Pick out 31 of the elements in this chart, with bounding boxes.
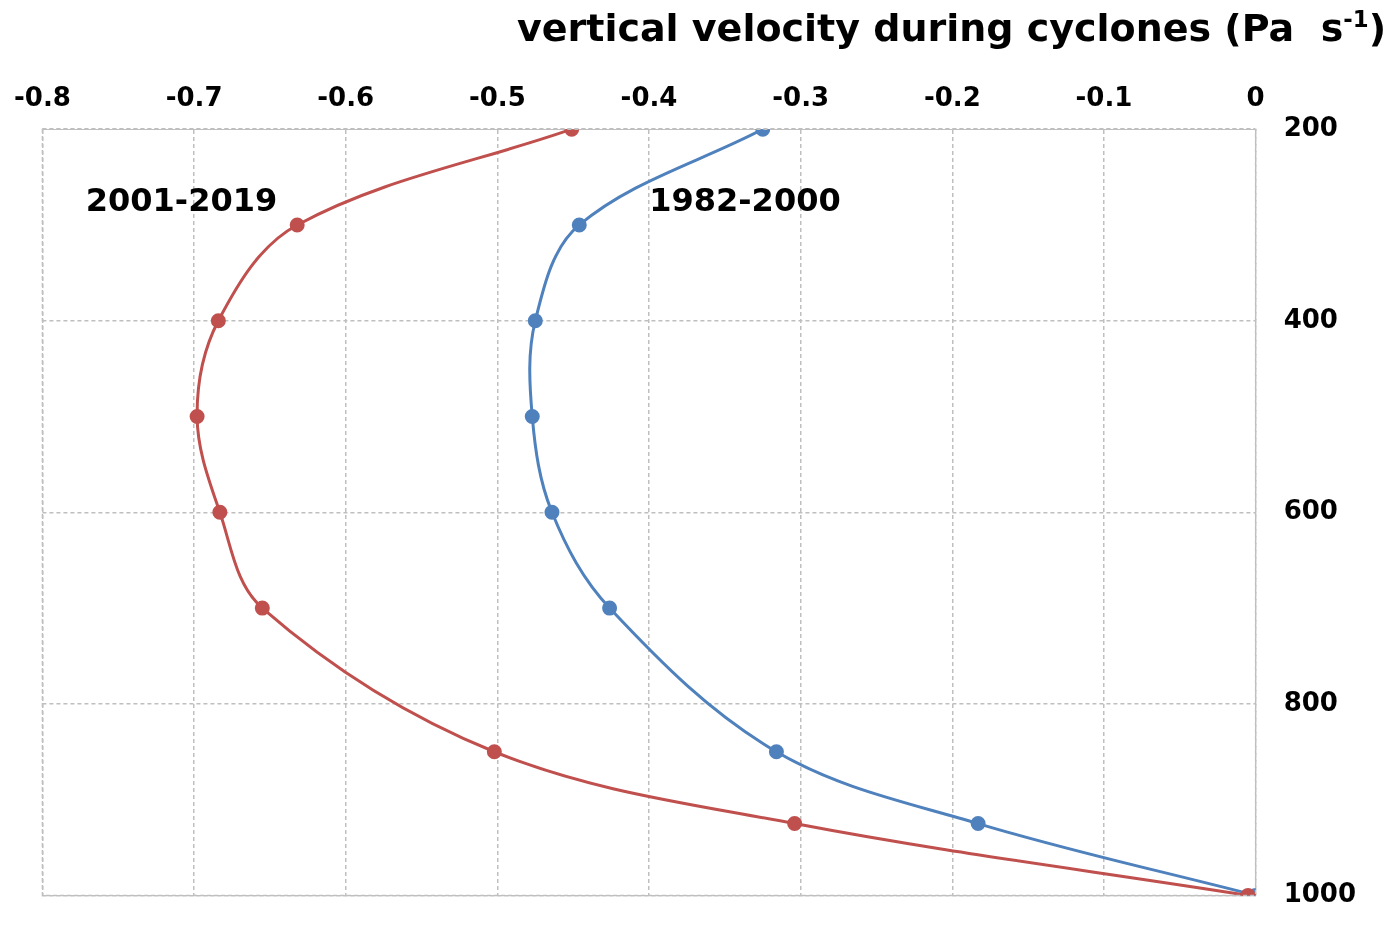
y-tick-label: 1000 xyxy=(1283,878,1357,909)
point xyxy=(602,600,618,616)
point xyxy=(768,744,784,760)
x-tick-label: -0.5 xyxy=(468,82,526,113)
x-tick-label: -0.3 xyxy=(772,82,830,113)
point xyxy=(527,313,543,329)
x-tick-label: -0.2 xyxy=(923,82,981,113)
point xyxy=(486,744,502,760)
point xyxy=(254,600,270,616)
y-tick-label: 400 xyxy=(1283,303,1338,334)
x-tick-label: -0.4 xyxy=(620,82,678,113)
y-tick-label: 200 xyxy=(1283,111,1338,142)
point xyxy=(189,409,205,425)
point xyxy=(212,504,228,520)
y-tick-label: 600 xyxy=(1283,495,1338,526)
series-label: 1982-2000 xyxy=(649,181,841,220)
point xyxy=(544,504,560,520)
point xyxy=(210,313,226,329)
series-label: 2001-2019 xyxy=(85,181,278,220)
x-tick-label: 0 xyxy=(1246,82,1265,113)
point xyxy=(787,816,803,832)
x-tick-label: -0.6 xyxy=(317,82,375,113)
chart-title: vertical velocity during cyclones (Pa s$^{-1}$) xyxy=(516,6,1386,50)
x-tick-label: -0.8 xyxy=(14,82,71,113)
y-tick-label: 800 xyxy=(1283,686,1338,717)
point xyxy=(571,217,587,233)
point xyxy=(524,409,540,425)
point xyxy=(289,217,305,233)
point xyxy=(970,816,986,832)
x-tick-label: -0.7 xyxy=(165,82,223,113)
x-tick-label: -0.1 xyxy=(1075,82,1133,113)
